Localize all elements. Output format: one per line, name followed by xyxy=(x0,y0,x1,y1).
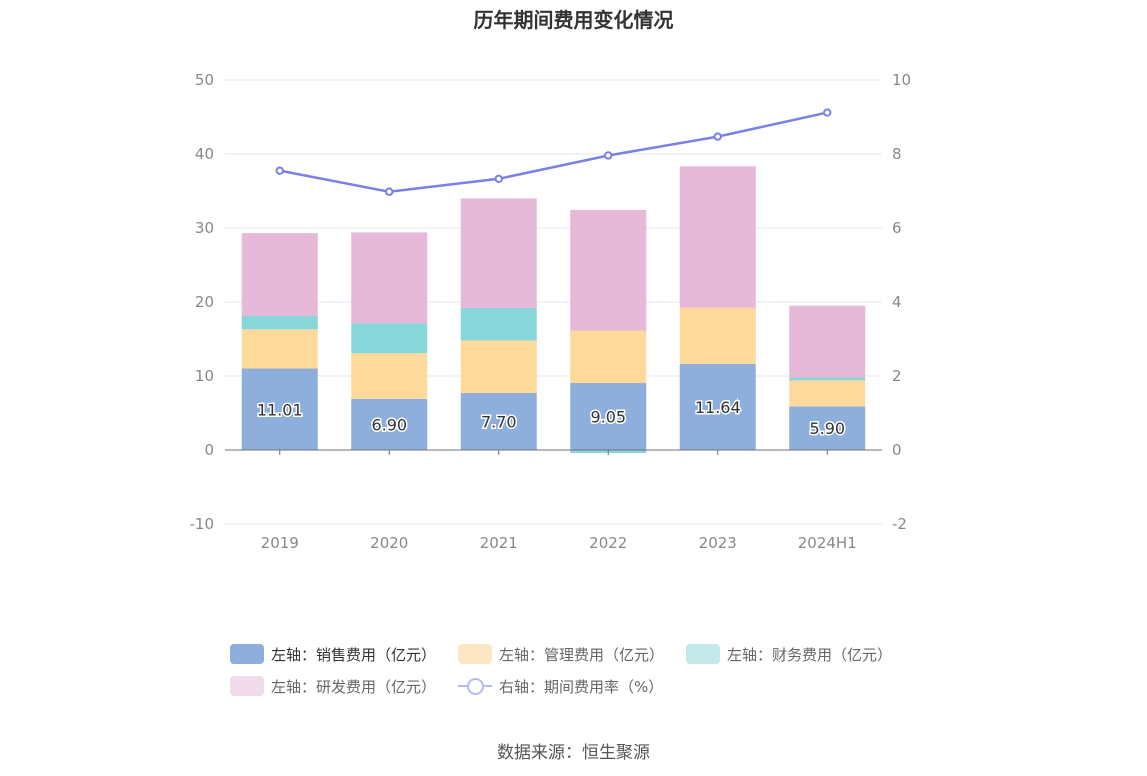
x-tick-label: 2020 xyxy=(370,534,408,552)
bar-sales xyxy=(679,363,756,450)
bar-admin xyxy=(351,353,428,399)
bar-sales xyxy=(460,393,537,450)
legend-swatch-admin xyxy=(458,644,493,664)
right-tick-label: 8 xyxy=(892,145,902,163)
bar-sales xyxy=(241,368,318,450)
legend-swatch-sales xyxy=(230,644,264,664)
bar-rnd xyxy=(570,209,647,331)
left-tick-label: 20 xyxy=(195,293,214,311)
ratio-point xyxy=(823,108,832,117)
legend-label-sales: 左轴：销售费用（亿元） xyxy=(271,645,437,664)
legend-item-finance[interactable]: 左轴：财务费用（亿元） xyxy=(686,644,892,665)
bar-admin xyxy=(460,340,537,394)
bar-finance xyxy=(789,377,866,381)
legend-label-admin: 左轴：管理费用（亿元） xyxy=(499,645,665,664)
bar-rnd xyxy=(679,166,756,308)
data-label-sales: 11.01 xyxy=(257,400,303,419)
data-label-sales: 7.70 xyxy=(481,413,517,432)
data-label-sales: 9.05 xyxy=(590,408,626,427)
chart-plot: -10 -2 0 0 10 2 20 4 30 6 40 8 50 10 2019 2020 2021 2022 2… xyxy=(190,71,912,552)
right-tick-label: -2 xyxy=(892,515,907,533)
legend-swatch-rnd xyxy=(230,676,264,696)
legend-item-rnd[interactable]: 左轴：研发费用（亿元） xyxy=(230,676,436,697)
data-source: 数据来源：恒生聚源 xyxy=(497,743,650,763)
legend-label-finance: 左轴：财务费用（亿元） xyxy=(727,645,893,664)
legend-item-sales[interactable]: 左轴：销售费用（亿元） xyxy=(230,644,436,665)
x-tick-label: 2019 xyxy=(261,534,299,552)
legend-swatch-ratio xyxy=(458,676,493,696)
bar-rnd xyxy=(789,305,866,378)
bar-admin xyxy=(789,380,866,407)
bar-sales xyxy=(351,398,428,450)
chart-title: 历年期间费用变化情况 xyxy=(473,8,674,32)
left-tick-label: -10 xyxy=(190,515,215,533)
bar-finance xyxy=(241,315,318,330)
bar-sales xyxy=(789,406,866,450)
legend-item-ratio[interactable]: 右轴：期间费用率（%） xyxy=(458,676,663,697)
data-label-sales: 6.90 xyxy=(371,415,407,434)
ratio-point xyxy=(385,187,394,196)
left-tick-label: 40 xyxy=(195,145,214,163)
ratio-point xyxy=(604,151,613,160)
bar-admin xyxy=(241,329,318,369)
left-tick-label: 30 xyxy=(195,219,214,237)
bar-sales xyxy=(570,383,647,450)
bar-finance xyxy=(351,323,428,354)
right-tick-label: 10 xyxy=(892,71,911,89)
bar-finance xyxy=(460,307,537,341)
bar-admin xyxy=(570,330,647,384)
right-tick-label: 6 xyxy=(892,219,902,237)
x-tick-label: 2023 xyxy=(699,534,737,552)
x-tick-label: 2021 xyxy=(480,534,518,552)
bar-rnd xyxy=(351,232,428,324)
ratio-point xyxy=(494,174,503,183)
legend-swatch-finance xyxy=(686,644,721,664)
bar-admin xyxy=(679,307,756,364)
right-tick-label: 0 xyxy=(892,441,902,459)
x-tick-label: 2022 xyxy=(589,534,627,552)
ratio-line xyxy=(279,111,828,194)
ratio-point xyxy=(275,166,284,175)
legend: 左轴：销售费用（亿元） 左轴：管理费用（亿元） 左轴：财务费用（亿元） 左轴：研… xyxy=(230,638,950,702)
legend-label-ratio: 右轴：期间费用率（%） xyxy=(499,677,664,696)
x-tick-label: 2024H1 xyxy=(798,534,857,552)
bar-rnd xyxy=(460,198,537,308)
left-tick-label: 50 xyxy=(195,71,214,89)
left-tick-label: 0 xyxy=(204,441,214,459)
bar-rnd xyxy=(241,233,318,316)
right-tick-label: 2 xyxy=(892,367,902,385)
data-label-sales: 11.64 xyxy=(695,398,741,417)
legend-item-admin[interactable]: 左轴：管理费用（亿元） xyxy=(458,644,664,665)
ratio-point xyxy=(713,132,722,141)
left-tick-label: 10 xyxy=(195,367,214,385)
legend-label-rnd: 左轴：研发费用（亿元） xyxy=(271,677,437,696)
right-tick-label: 4 xyxy=(892,293,902,311)
data-label-sales: 5.90 xyxy=(809,419,845,438)
